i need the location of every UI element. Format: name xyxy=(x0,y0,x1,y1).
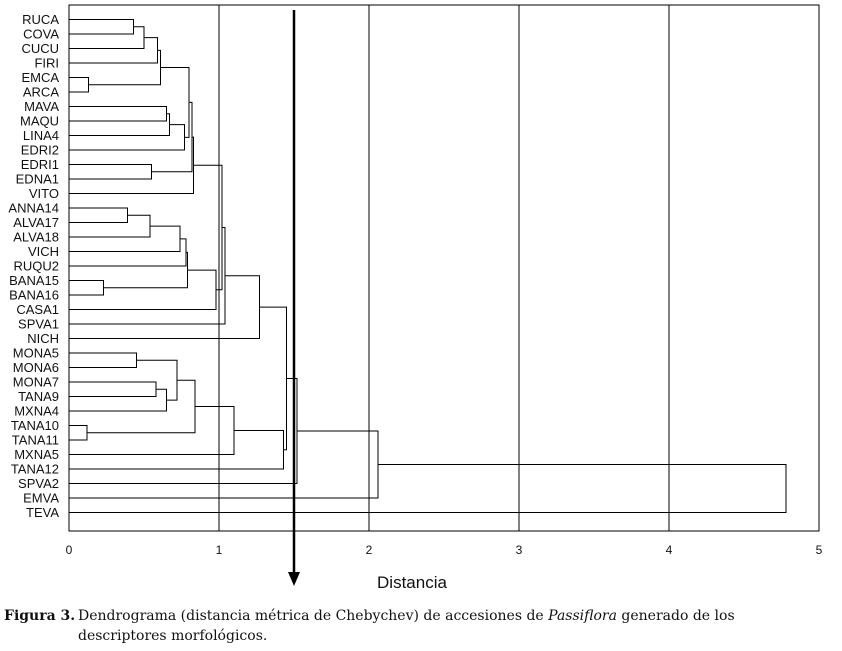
merge-link xyxy=(69,425,88,441)
merge-link xyxy=(69,106,167,122)
merge-link xyxy=(69,275,260,339)
leaf-label: SPVA1 xyxy=(18,317,59,332)
leaf-label: COVA xyxy=(23,27,59,42)
leaf-label: MAVA xyxy=(24,99,59,114)
leaf-label: EMCA xyxy=(21,70,59,85)
merge-link xyxy=(87,379,196,434)
caption-genus: Passiflora xyxy=(548,608,617,624)
merge-link xyxy=(136,359,178,401)
leaf-label: RUQU2 xyxy=(13,259,59,274)
leaf-label: EDRI1 xyxy=(21,157,59,172)
merge-link xyxy=(69,136,194,194)
merge-link xyxy=(69,463,787,513)
figure-caption: Figura 3. Dendrograma (distancia métrica… xyxy=(4,606,834,644)
merge-link xyxy=(69,430,379,499)
x-tick-label: 3 xyxy=(516,543,523,557)
leaf-label: CUCU xyxy=(21,41,59,56)
dendrogram-links xyxy=(69,19,787,513)
merge-link xyxy=(69,225,181,252)
leaf-label: BANA15 xyxy=(9,273,59,288)
leaf-label: ANNA14 xyxy=(8,201,59,216)
cut-line-arrow xyxy=(288,10,300,586)
merge-link xyxy=(69,238,187,267)
leaf-label: ARCA xyxy=(23,85,59,100)
caption-text-end: generado de los xyxy=(621,608,735,624)
merge-link xyxy=(69,352,137,368)
caption-figure-label: Figura 3. xyxy=(4,608,76,624)
leaf-label: VICH xyxy=(28,244,59,259)
x-tick-label: 5 xyxy=(816,543,823,557)
merge-link xyxy=(69,113,170,136)
caption-line-2: descriptores morfológicos. xyxy=(78,628,268,644)
merge-link xyxy=(193,164,223,291)
leaf-label: ALVA18 xyxy=(13,230,59,245)
leaf-label: EDNA1 xyxy=(16,172,59,187)
leaf-label: SPVA2 xyxy=(18,476,59,491)
merge-link xyxy=(69,207,128,223)
merge-link xyxy=(69,26,145,49)
x-tick-label: 0 xyxy=(66,543,73,557)
leaf-label: MONA5 xyxy=(13,346,59,361)
leaf-label: VITO xyxy=(29,186,59,201)
merge-link xyxy=(69,388,167,412)
merge-link xyxy=(69,214,151,238)
caption-text: Dendrograma (distancia métrica de Chebyc… xyxy=(78,606,834,626)
merge-link xyxy=(69,280,104,296)
leaf-label: EMVA xyxy=(23,491,59,506)
leaf-label: MXNA5 xyxy=(14,447,59,462)
leaf-label: BANA16 xyxy=(9,288,59,303)
leaf-label: LINA4 xyxy=(23,128,59,143)
merge-link xyxy=(69,405,235,455)
x-axis-title: Distancia xyxy=(377,573,447,592)
cut-arrowhead xyxy=(288,572,300,586)
merge-link xyxy=(88,49,161,86)
merge-link xyxy=(103,251,188,289)
gridlines xyxy=(218,5,670,531)
merge-link xyxy=(69,164,152,180)
leaf-label: MONA7 xyxy=(13,375,59,390)
leaf-label: TANA9 xyxy=(18,389,59,404)
leaf-label: CASA1 xyxy=(16,302,59,317)
leaf-label: MXNA4 xyxy=(14,404,59,419)
leaf-labels: RUCACOVACUCUFIRIEMCAARCAMAVAMAQULINA4EDR… xyxy=(8,12,59,520)
merge-link xyxy=(69,19,134,35)
leaf-label: ALVA17 xyxy=(13,215,59,230)
leaf-label: RUCA xyxy=(22,12,59,27)
merge-link xyxy=(69,77,89,93)
leaf-label: MAQU xyxy=(20,114,59,129)
merge-link xyxy=(259,306,287,451)
leaf-label: TEVA xyxy=(26,505,59,520)
x-axis-ticks: 0 1 2 3 4 5 xyxy=(66,543,823,557)
dendrogram-chart: 0 1 2 3 4 5 RUCACOVACUCUFIRIEMCAARCAMAVAMAQUL… xyxy=(8,4,823,592)
leaf-label: NICH xyxy=(27,331,59,346)
leaf-label: TANA10 xyxy=(11,418,59,433)
merge-link xyxy=(69,269,217,310)
merge-link xyxy=(69,429,284,470)
leaf-label: EDRI2 xyxy=(21,143,59,158)
plot-frame xyxy=(68,4,820,532)
merge-link xyxy=(69,124,185,151)
x-tick-label: 4 xyxy=(666,543,673,557)
leaf-label: FIRI xyxy=(34,56,59,71)
caption-text-start: Dendrograma (distancia métrica de Chebyc… xyxy=(78,608,544,624)
x-tick-label: 1 xyxy=(216,543,223,557)
merge-link xyxy=(69,381,157,397)
x-tick-label: 2 xyxy=(366,543,373,557)
leaf-label: TANA11 xyxy=(12,433,59,448)
leaf-label: MONA6 xyxy=(13,360,59,375)
leaf-label: TANA12 xyxy=(11,462,59,477)
